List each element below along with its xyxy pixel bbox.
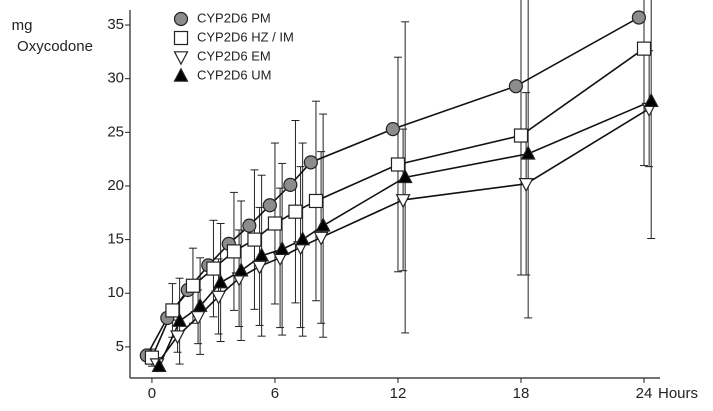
marker [173,30,189,46]
y-tick-label: 10 [107,284,124,301]
y-tick-label: 30 [107,70,124,87]
y-tick-label: 20 [107,177,124,194]
legend-label: CYP2D6 EM [197,48,271,63]
x-tick-label: 18 [513,385,530,402]
marker [508,79,523,94]
marker [173,51,189,66]
marker [192,297,208,312]
x-tick-label: 12 [390,385,407,402]
marker [165,303,180,318]
series-line [156,108,650,365]
x-tick-label: 0 [148,385,156,402]
marker [170,330,186,345]
y-axis-label: mg [12,17,33,34]
marker [283,177,298,192]
marker [313,231,329,246]
marker [303,155,318,170]
marker [211,290,227,305]
marker [254,247,270,262]
y-tick-label: 35 [107,16,124,33]
y-tick-label: 15 [107,231,124,248]
legend: CYP2D6 PM CYP2D6 HZ / IM CYP2D6 EM CYP2D6 U… [173,10,294,82]
marker [513,128,529,143]
y-axis-label: Oxycodone [17,38,93,55]
marker [213,274,229,289]
y-tick-label: 5 [116,338,124,355]
marker [395,194,411,209]
legend-label: CYP2D6 HZ / IM [197,29,294,44]
marker [295,231,311,246]
marker [252,260,268,275]
marker [274,240,290,256]
marker [233,262,249,277]
legend-label: CYP2D6 PM [197,10,271,25]
marker [185,278,201,293]
marker [385,121,400,137]
marker [288,204,303,219]
legend-label: CYP2D6 UM [197,67,271,82]
marker [397,168,413,184]
marker [636,41,652,56]
marker [173,67,189,82]
marker [242,218,257,233]
marker [643,92,659,107]
marker [631,10,646,25]
marker [520,145,536,160]
marker [151,357,167,372]
marker [247,232,262,247]
marker [315,217,331,232]
marker [390,157,406,172]
marker [308,193,324,209]
y-tick-label: 25 [107,123,124,140]
marker [518,178,534,193]
error-bar [647,0,656,240]
marker [173,11,189,27]
error-bar [640,0,649,167]
marker [262,198,277,213]
marker [226,244,242,259]
x-tick-label: 6 [271,385,279,402]
marker [172,312,188,327]
x-axis-label: Hours [658,385,698,402]
marker [206,261,221,276]
marker [267,216,283,231]
x-tick-label: 24 [636,385,653,402]
